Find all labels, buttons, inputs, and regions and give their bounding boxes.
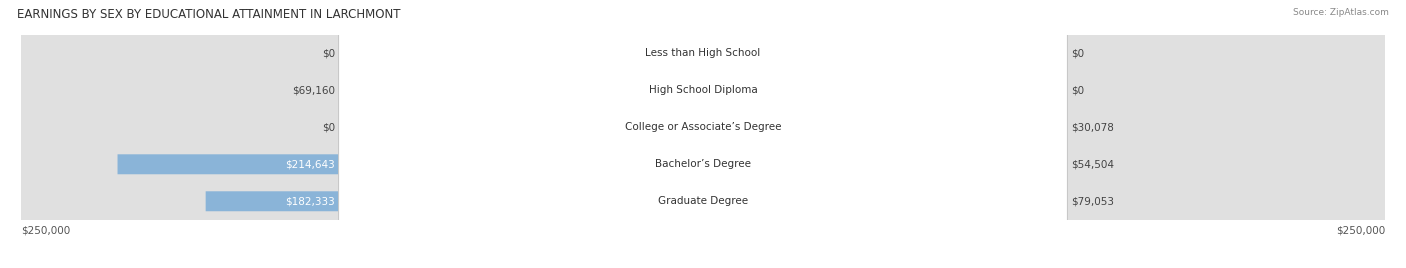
FancyBboxPatch shape (703, 191, 918, 211)
FancyBboxPatch shape (18, 0, 1388, 268)
FancyBboxPatch shape (205, 191, 703, 211)
Text: $54,504: $54,504 (1071, 159, 1114, 169)
FancyBboxPatch shape (339, 0, 1067, 268)
FancyBboxPatch shape (18, 0, 1388, 268)
Text: $30,078: $30,078 (1071, 122, 1114, 132)
FancyBboxPatch shape (18, 0, 1388, 268)
FancyBboxPatch shape (339, 0, 1067, 268)
Text: $250,000: $250,000 (1336, 225, 1385, 235)
Text: $0: $0 (322, 122, 335, 132)
Text: Graduate Degree: Graduate Degree (658, 196, 748, 206)
FancyBboxPatch shape (18, 0, 1388, 268)
Text: High School Diploma: High School Diploma (648, 85, 758, 95)
Text: EARNINGS BY SEX BY EDUCATIONAL ATTAINMENT IN LARCHMONT: EARNINGS BY SEX BY EDUCATIONAL ATTAINMEN… (17, 8, 401, 21)
FancyBboxPatch shape (703, 117, 785, 137)
Text: $250,000: $250,000 (21, 225, 70, 235)
FancyBboxPatch shape (339, 0, 1067, 268)
Text: $0: $0 (1071, 48, 1084, 58)
FancyBboxPatch shape (515, 80, 703, 100)
Text: Bachelor’s Degree: Bachelor’s Degree (655, 159, 751, 169)
Text: $0: $0 (1071, 85, 1084, 95)
FancyBboxPatch shape (118, 154, 703, 174)
FancyBboxPatch shape (18, 0, 1388, 268)
Text: Less than High School: Less than High School (645, 48, 761, 58)
FancyBboxPatch shape (339, 0, 1067, 268)
FancyBboxPatch shape (339, 0, 1067, 268)
Text: $79,053: $79,053 (1071, 196, 1114, 206)
FancyBboxPatch shape (703, 154, 852, 174)
Text: College or Associate’s Degree: College or Associate’s Degree (624, 122, 782, 132)
Text: $182,333: $182,333 (285, 196, 335, 206)
Text: $214,643: $214,643 (285, 159, 335, 169)
Text: Source: ZipAtlas.com: Source: ZipAtlas.com (1294, 8, 1389, 17)
Text: $69,160: $69,160 (292, 85, 335, 95)
Text: $0: $0 (322, 48, 335, 58)
